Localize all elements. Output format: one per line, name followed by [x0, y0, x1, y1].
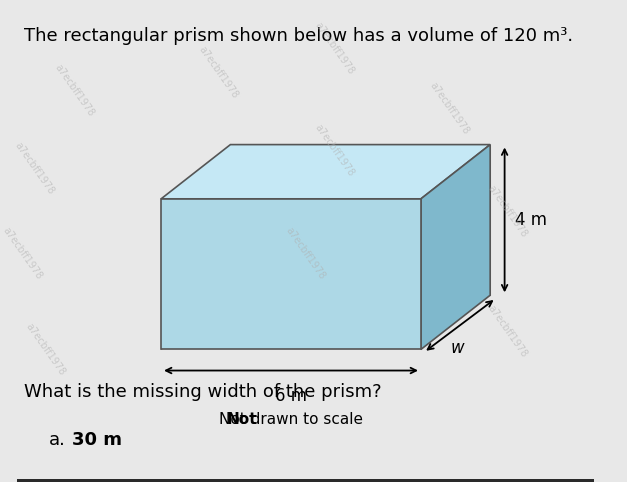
Text: a7ecbff1978: a7ecbff1978	[313, 123, 356, 178]
Text: a7ecbff1978: a7ecbff1978	[313, 20, 356, 76]
Text: The rectangular prism shown below has a volume of 120 m³.: The rectangular prism shown below has a …	[24, 27, 573, 45]
Text: a7ecbff1978: a7ecbff1978	[486, 183, 529, 239]
Text: What is the missing width of the prism?: What is the missing width of the prism?	[24, 383, 381, 401]
Text: w: w	[450, 338, 464, 357]
Text: a7ecbff1978: a7ecbff1978	[428, 80, 472, 136]
Text: a7ecbff1978: a7ecbff1978	[24, 321, 67, 377]
Text: a7ecbff1978: a7ecbff1978	[53, 63, 96, 118]
Text: 30 m: 30 m	[71, 431, 122, 449]
Text: a7ecbff1978: a7ecbff1978	[284, 225, 327, 281]
Text: a7ecbff1978: a7ecbff1978	[486, 304, 529, 359]
Text: Not: Not	[227, 412, 257, 427]
Text: Not drawn to scale: Not drawn to scale	[219, 412, 363, 427]
Text: a7ecbff1978: a7ecbff1978	[13, 141, 56, 197]
Polygon shape	[421, 145, 490, 349]
Polygon shape	[161, 145, 490, 199]
Text: a7ecbff1978: a7ecbff1978	[1, 225, 45, 281]
Polygon shape	[17, 479, 594, 482]
Text: 4 m: 4 m	[515, 211, 547, 229]
Text: a.: a.	[48, 431, 65, 449]
Text: a7ecbff1978: a7ecbff1978	[198, 44, 241, 100]
Polygon shape	[161, 199, 421, 349]
Text: 6 m: 6 m	[275, 388, 307, 405]
